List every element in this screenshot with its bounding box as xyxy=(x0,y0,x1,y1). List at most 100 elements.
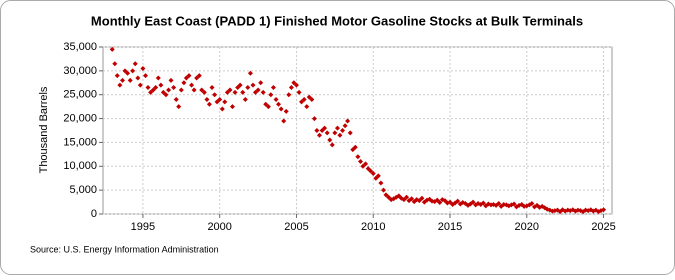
data-point xyxy=(355,154,361,160)
data-point xyxy=(265,104,271,110)
data-point xyxy=(322,125,328,131)
data-point xyxy=(232,89,238,95)
data-point xyxy=(437,200,443,206)
data-point xyxy=(153,85,159,91)
data-point xyxy=(345,118,351,124)
data-point xyxy=(189,82,195,88)
data-point xyxy=(168,77,174,83)
data-point xyxy=(496,201,502,207)
data-point xyxy=(357,159,363,165)
data-point xyxy=(258,80,264,86)
data-point xyxy=(342,123,348,129)
plot-area xyxy=(102,46,613,215)
data-point xyxy=(404,194,410,200)
data-point xyxy=(334,125,340,131)
data-point xyxy=(245,85,251,91)
data-point xyxy=(252,89,258,95)
data-point xyxy=(178,87,184,93)
data-point xyxy=(112,61,118,67)
data-point xyxy=(140,65,146,71)
data-point xyxy=(143,73,149,79)
data-point xyxy=(171,85,177,91)
y-axis-label: Thousand Barrels xyxy=(38,86,50,173)
data-point xyxy=(375,173,381,179)
data-point xyxy=(511,201,517,207)
x-tick-label: 2025 xyxy=(591,221,615,233)
source-note: Source: U.S. Energy Information Administ… xyxy=(30,244,219,254)
data-point xyxy=(293,82,299,88)
data-point xyxy=(181,80,187,86)
data-point xyxy=(137,82,143,88)
data-point xyxy=(304,104,310,110)
data-point xyxy=(186,73,192,79)
data-point xyxy=(347,130,353,136)
data-point xyxy=(309,96,315,102)
data-point xyxy=(204,96,210,102)
data-point xyxy=(130,68,136,74)
y-tick-label: 35,000 xyxy=(63,41,97,53)
data-point xyxy=(135,75,141,81)
data-point xyxy=(132,61,138,67)
data-point xyxy=(327,137,333,143)
data-point xyxy=(314,128,320,133)
y-tick-label: 30,000 xyxy=(63,65,97,77)
y-tick-label: 0 xyxy=(91,208,97,220)
data-point xyxy=(283,108,289,114)
data-point xyxy=(409,196,415,202)
y-tick-label: 5,000 xyxy=(69,184,97,196)
data-point xyxy=(276,101,282,107)
data-point xyxy=(352,144,358,150)
data-point xyxy=(340,128,346,133)
y-tick-label: 20,000 xyxy=(63,112,97,124)
x-tick-label: 2010 xyxy=(361,221,385,233)
data-point xyxy=(114,73,120,79)
data-point xyxy=(173,96,179,102)
data-point xyxy=(470,199,476,205)
data-point xyxy=(301,96,307,102)
data-point xyxy=(281,118,287,124)
data-point xyxy=(163,92,169,98)
data-point xyxy=(227,87,233,93)
data-point xyxy=(155,75,161,81)
y-tick-label: 15,000 xyxy=(63,136,97,148)
x-tick-label: 2020 xyxy=(515,221,539,233)
chart-title: Monthly East Coast (PADD 1) Finished Mot… xyxy=(91,13,583,28)
data-point xyxy=(242,96,248,102)
data-point xyxy=(209,85,215,91)
data-point xyxy=(120,77,126,83)
data-point xyxy=(255,87,261,93)
data-point xyxy=(296,89,302,95)
data-point xyxy=(212,92,218,98)
data-point xyxy=(217,96,223,102)
data-point xyxy=(145,85,151,91)
data-point xyxy=(158,82,164,88)
data-point xyxy=(127,77,133,83)
data-point xyxy=(166,87,172,93)
data-point xyxy=(201,89,207,95)
data-point xyxy=(247,70,253,76)
data-point xyxy=(191,87,197,93)
data-point xyxy=(324,130,330,136)
data-point xyxy=(311,116,317,122)
data-point xyxy=(419,195,425,201)
x-tick-label: 2015 xyxy=(438,221,462,233)
data-point xyxy=(176,104,182,110)
data-point xyxy=(109,46,115,52)
data-point xyxy=(206,101,212,107)
data-point xyxy=(260,89,266,95)
data-point xyxy=(601,207,607,213)
data-point xyxy=(117,82,123,88)
data-point xyxy=(268,92,274,98)
data-point xyxy=(288,85,294,91)
x-tick-label: 2005 xyxy=(284,221,308,233)
data-point xyxy=(240,89,246,95)
data-point xyxy=(363,161,369,167)
x-tick-label: 2000 xyxy=(207,221,231,233)
data-point xyxy=(219,106,225,112)
data-point xyxy=(329,142,335,148)
data-point xyxy=(378,180,384,186)
data-point xyxy=(455,198,461,204)
data-point xyxy=(316,132,322,138)
